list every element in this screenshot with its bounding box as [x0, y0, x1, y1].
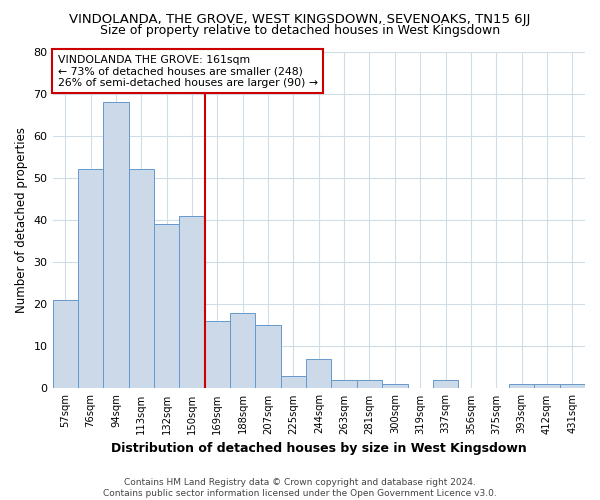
Bar	[382, 384, 407, 388]
Text: Size of property relative to detached houses in West Kingsdown: Size of property relative to detached ho…	[100, 24, 500, 37]
Bar	[53, 300, 78, 388]
Bar	[433, 380, 458, 388]
Bar	[331, 380, 357, 388]
Bar	[128, 170, 154, 388]
Bar	[230, 312, 256, 388]
Bar	[103, 102, 128, 389]
Bar	[534, 384, 560, 388]
Bar	[78, 170, 103, 388]
Bar	[357, 380, 382, 388]
Y-axis label: Number of detached properties: Number of detached properties	[15, 127, 28, 313]
Bar	[205, 321, 230, 388]
Text: Contains HM Land Registry data © Crown copyright and database right 2024.
Contai: Contains HM Land Registry data © Crown c…	[103, 478, 497, 498]
Bar	[281, 376, 306, 388]
Bar	[179, 216, 205, 388]
Bar	[154, 224, 179, 388]
Text: VINDOLANDA, THE GROVE, WEST KINGSDOWN, SEVENOAKS, TN15 6JJ: VINDOLANDA, THE GROVE, WEST KINGSDOWN, S…	[70, 12, 530, 26]
Bar	[256, 326, 281, 388]
X-axis label: Distribution of detached houses by size in West Kingsdown: Distribution of detached houses by size …	[111, 442, 527, 455]
Text: VINDOLANDA THE GROVE: 161sqm
← 73% of detached houses are smaller (248)
26% of s: VINDOLANDA THE GROVE: 161sqm ← 73% of de…	[58, 55, 318, 88]
Bar	[560, 384, 585, 388]
Bar	[509, 384, 534, 388]
Bar	[306, 359, 331, 388]
